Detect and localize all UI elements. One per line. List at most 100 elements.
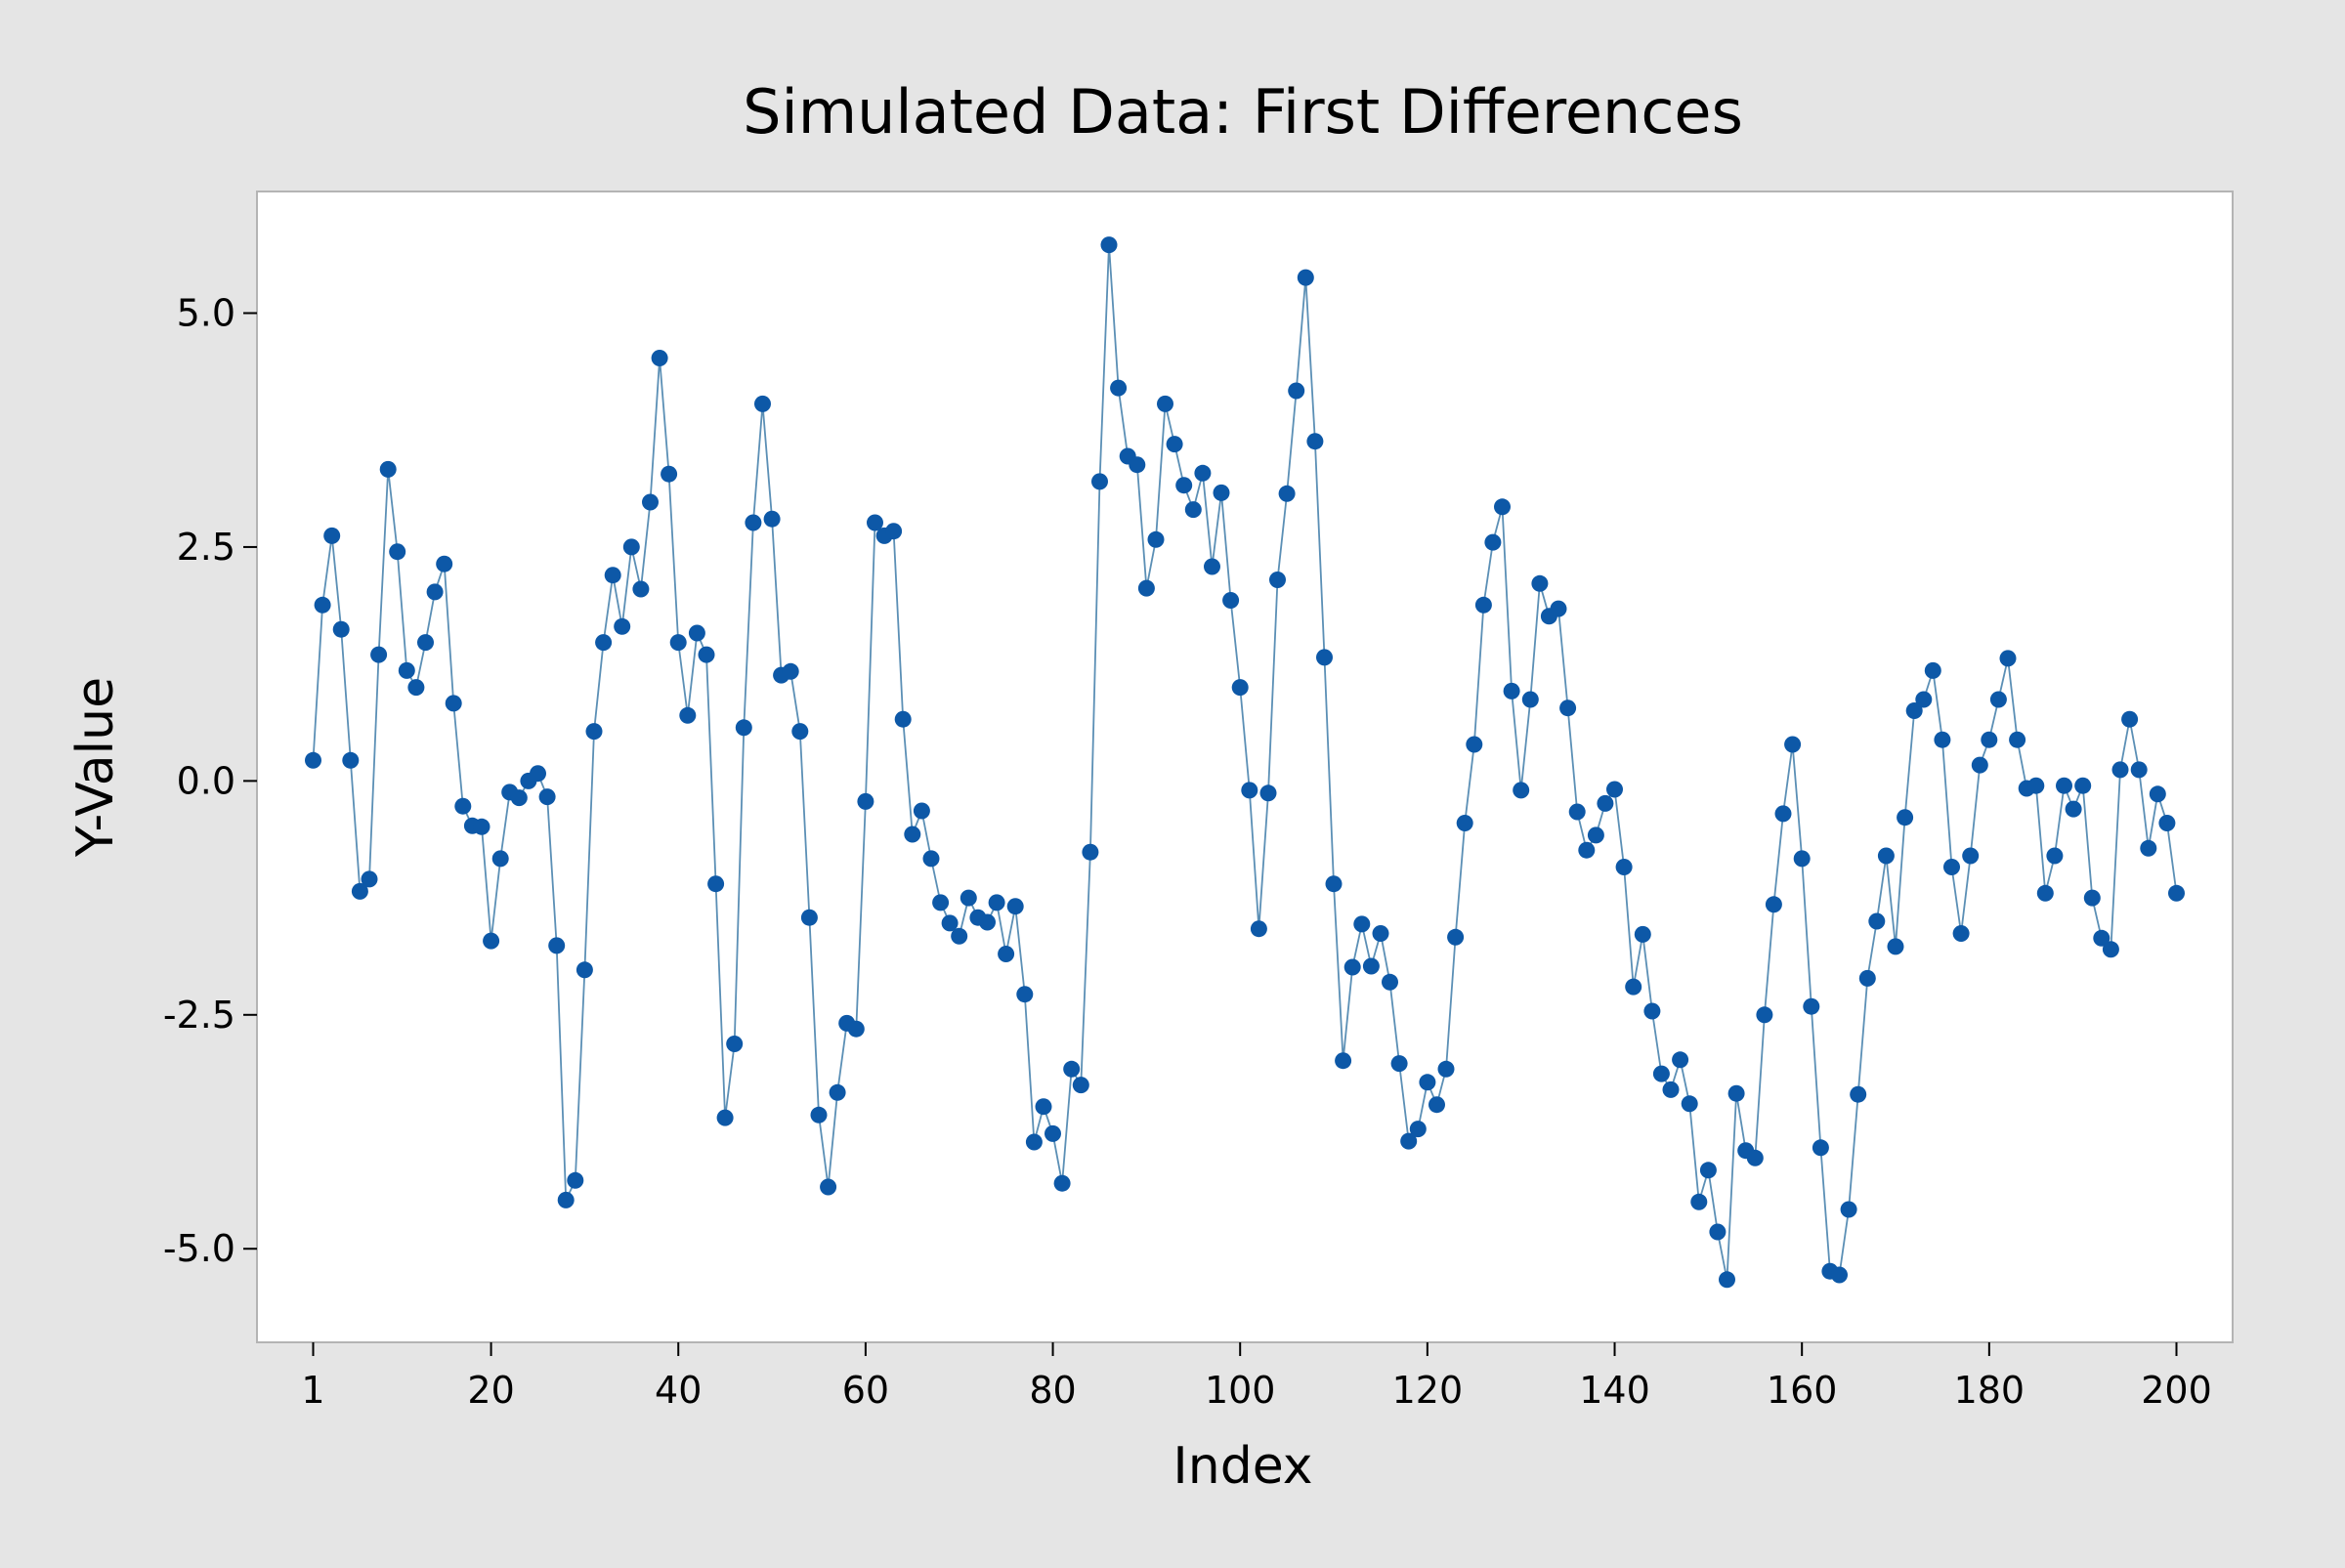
data-point bbox=[1184, 501, 1202, 519]
data-point bbox=[1625, 978, 1642, 996]
data-point bbox=[913, 802, 930, 820]
data-point bbox=[1045, 1124, 1061, 1142]
data-point bbox=[1035, 1098, 1052, 1116]
data-point bbox=[1905, 702, 1923, 719]
data-point bbox=[1447, 928, 1465, 946]
data-point bbox=[417, 634, 434, 652]
data-point bbox=[426, 583, 444, 601]
data-point bbox=[1784, 736, 1802, 753]
data-point bbox=[351, 882, 368, 900]
data-point bbox=[1606, 781, 1623, 798]
data-point bbox=[361, 870, 378, 888]
data-point bbox=[2130, 761, 2148, 779]
data-point bbox=[2158, 815, 2176, 831]
data-point bbox=[716, 1109, 734, 1126]
data-point bbox=[323, 527, 341, 544]
data-point bbox=[1278, 485, 1296, 502]
data-point bbox=[2027, 777, 2045, 794]
data-point bbox=[622, 538, 640, 556]
data-point bbox=[2111, 761, 2129, 779]
data-point bbox=[791, 723, 809, 741]
data-point bbox=[1774, 805, 1792, 823]
data-point bbox=[1962, 847, 1980, 865]
data-point bbox=[595, 634, 613, 652]
data-point bbox=[1634, 925, 1651, 943]
data-point bbox=[679, 706, 697, 724]
data-point bbox=[1456, 815, 1473, 831]
data-point bbox=[904, 826, 921, 843]
data-point bbox=[847, 1020, 865, 1038]
data-point bbox=[810, 1106, 828, 1123]
data-point bbox=[1297, 269, 1314, 286]
data-point bbox=[1587, 826, 1604, 844]
data-point bbox=[1999, 650, 2017, 667]
data-point bbox=[979, 913, 996, 931]
data-point bbox=[436, 555, 453, 572]
data-point bbox=[1231, 679, 1249, 697]
x-tick-label: 1 bbox=[301, 1369, 324, 1412]
data-point bbox=[1129, 456, 1146, 474]
data-point bbox=[342, 751, 360, 769]
data-point bbox=[1175, 477, 1193, 494]
data-point bbox=[1981, 731, 1998, 748]
plot-area bbox=[256, 191, 2234, 1343]
data-point bbox=[1419, 1074, 1436, 1091]
data-point bbox=[1831, 1266, 1848, 1284]
data-point bbox=[445, 695, 462, 712]
y-tick-label: 0.0 bbox=[177, 759, 235, 802]
data-point bbox=[1110, 379, 1128, 397]
data-point bbox=[1662, 1081, 1680, 1098]
data-point bbox=[548, 937, 566, 954]
data-point bbox=[922, 850, 940, 868]
data-point bbox=[735, 719, 752, 737]
data-point bbox=[1943, 859, 1960, 875]
y-tick-label: 5.0 bbox=[177, 292, 235, 335]
data-point bbox=[1306, 433, 1324, 450]
data-point bbox=[332, 620, 350, 638]
data-point bbox=[530, 765, 546, 783]
data-point bbox=[538, 788, 556, 806]
data-point bbox=[1316, 649, 1333, 666]
data-point bbox=[1157, 395, 1173, 412]
data-point bbox=[651, 350, 668, 366]
x-tick-label: 160 bbox=[1767, 1369, 1838, 1412]
data-point bbox=[614, 617, 631, 635]
data-point bbox=[1578, 841, 1596, 859]
data-point bbox=[1288, 382, 1305, 400]
data-point bbox=[2121, 710, 2139, 728]
x-tick-label: 100 bbox=[1205, 1369, 1276, 1412]
data-point bbox=[642, 493, 659, 511]
data-point bbox=[1259, 784, 1277, 802]
data-point bbox=[2149, 785, 2166, 803]
data-point bbox=[1699, 1162, 1717, 1179]
x-axis-title: Index bbox=[1172, 1437, 1312, 1496]
y-tick-label: -2.5 bbox=[163, 994, 235, 1037]
data-point bbox=[745, 514, 762, 531]
data-point bbox=[1550, 600, 1567, 617]
data-point bbox=[1474, 596, 1492, 614]
data-point bbox=[1353, 915, 1371, 933]
data-point bbox=[1072, 1077, 1089, 1094]
x-tick-label: 180 bbox=[1954, 1369, 2025, 1412]
data-point bbox=[1250, 920, 1267, 938]
data-point bbox=[1204, 558, 1220, 575]
data-point bbox=[1137, 579, 1155, 597]
data-point bbox=[1597, 794, 1614, 812]
data-point bbox=[576, 961, 593, 979]
data-point bbox=[1681, 1095, 1698, 1113]
data-point bbox=[1213, 484, 1230, 501]
data-point bbox=[1840, 1201, 1857, 1218]
data-point bbox=[1652, 1065, 1670, 1082]
data-point bbox=[1709, 1223, 1727, 1241]
data-point bbox=[379, 460, 397, 478]
data-point bbox=[2074, 777, 2092, 794]
data-point bbox=[1812, 1139, 1829, 1157]
data-point bbox=[1335, 1052, 1352, 1070]
data-point bbox=[688, 624, 705, 642]
data-point bbox=[998, 946, 1015, 962]
data-point bbox=[1803, 997, 1820, 1015]
data-point bbox=[1672, 1051, 1689, 1069]
chart-title: Simulated Data: First Differences bbox=[743, 76, 1743, 148]
data-point bbox=[1325, 875, 1343, 893]
